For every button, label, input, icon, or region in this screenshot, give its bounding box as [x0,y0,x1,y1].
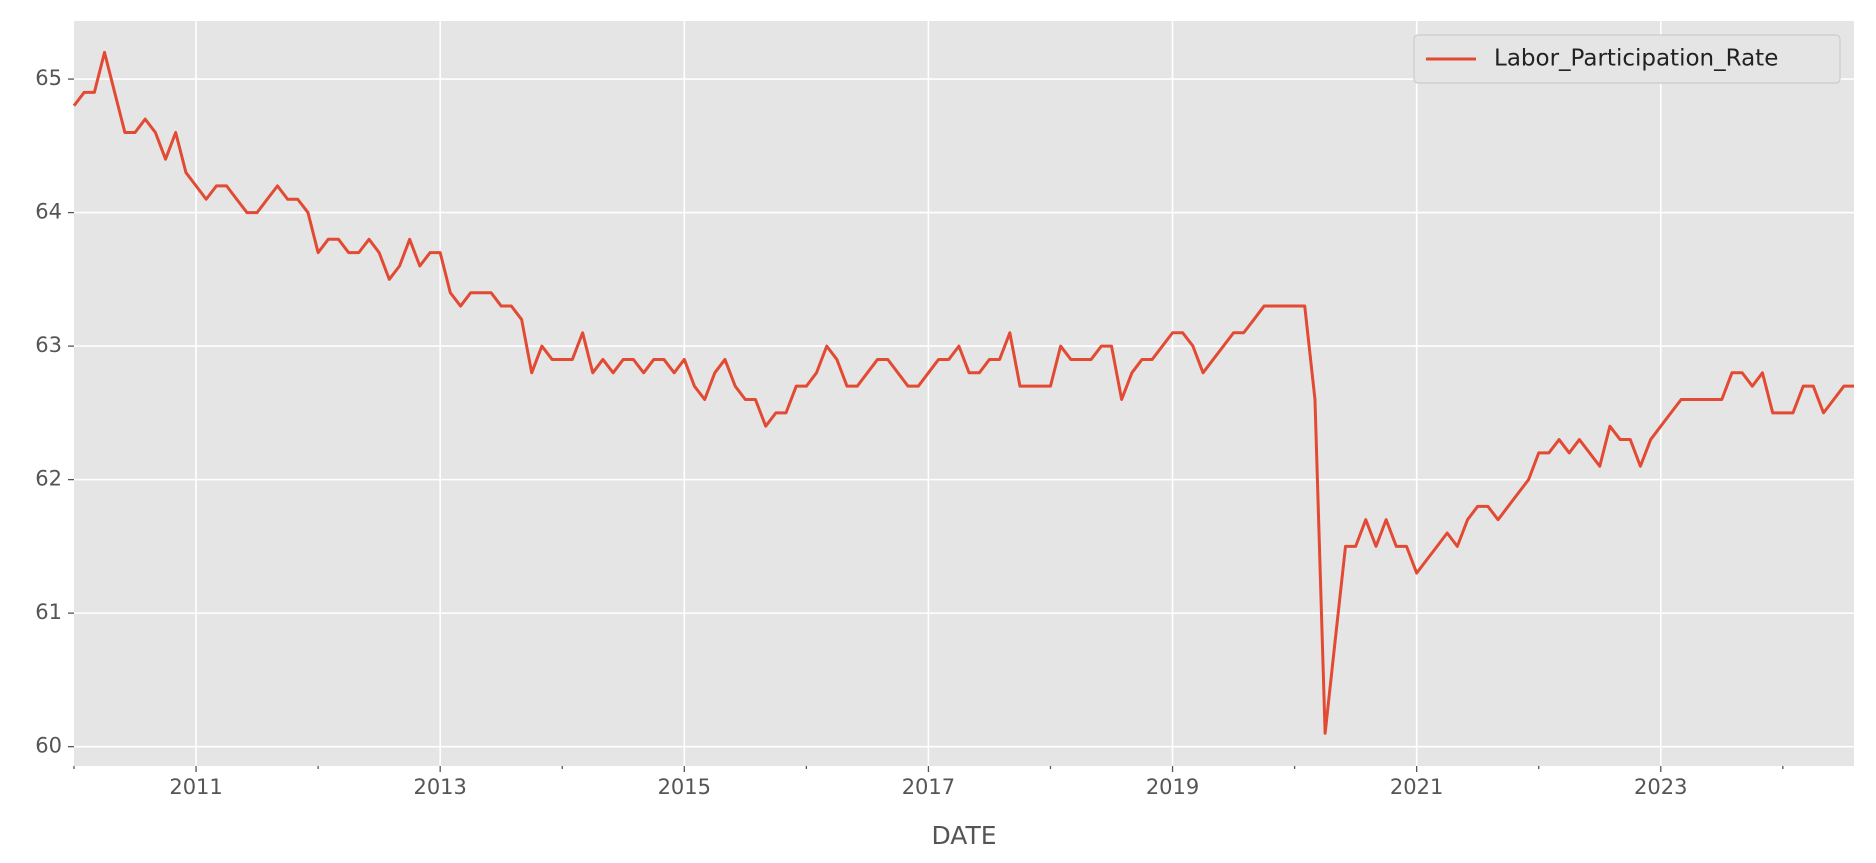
plot-area [74,21,1854,766]
x-tick-label: 2017 [902,775,955,799]
y-tick-label: 61 [35,600,62,624]
y-tick-label: 64 [35,200,62,224]
y-tick-label: 60 [35,734,62,758]
line-series [72,50,1854,735]
x-tick-label: 2023 [1634,775,1687,799]
legend-label: Labor_Participation_Rate [1494,46,1778,72]
x-tick-label: 2013 [413,775,466,799]
x-tick-label: 2011 [169,775,222,799]
x-tick-label: 2015 [658,775,711,799]
legend-box [1413,34,1841,84]
y-tick-label: 63 [35,333,62,357]
y-tick-label: 62 [35,467,62,491]
x-tick-label: 2019 [1146,775,1199,799]
x-tick-label: 2021 [1390,775,1443,799]
legend: Labor_Participation_Rate [1413,34,1841,84]
y-tick-label: 65 [35,66,62,90]
x-axis-label: DATE [931,821,996,850]
